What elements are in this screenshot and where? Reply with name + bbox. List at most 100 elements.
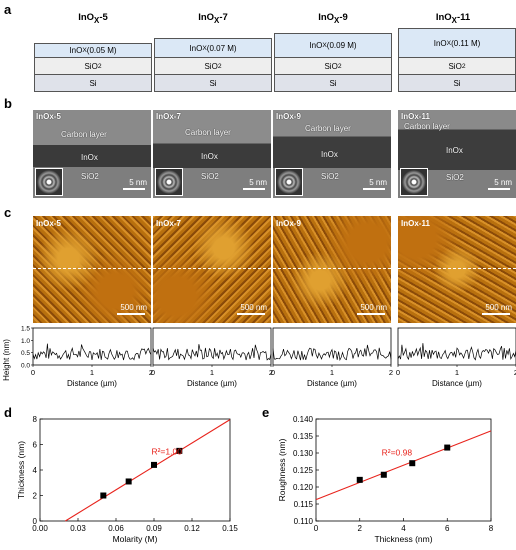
- tem-sio2-label: SiO2: [321, 172, 339, 181]
- scale-bar-label: 5 nm: [249, 178, 267, 187]
- profile-x-axis-label: Distance (µm): [67, 379, 117, 388]
- line-profile-marker: [398, 268, 516, 269]
- profile-x-tick-label: 1: [330, 368, 334, 377]
- tem-image: InOx-9 Carbon layer InOx SiO2 5 nm: [273, 110, 391, 198]
- y-axis-label: Thickness (nm): [16, 441, 26, 499]
- tem-title: InOx-7: [156, 112, 181, 121]
- x-tick-label: 0.15: [222, 524, 238, 533]
- data-point: [444, 444, 451, 451]
- profile-x-tick-label: 2: [389, 368, 393, 377]
- thickness-vs-molarity-chart: 0.00 0.03 0.06 0.09 0.12 0.15 0 2 4 6 8 Molarity (M…: [16, 415, 238, 544]
- scale-bar: [488, 188, 510, 190]
- scale-bar-label: 500 nm: [360, 303, 387, 312]
- profile-x-tick-label: 1: [90, 368, 94, 377]
- tem-inox-label: InOx: [446, 146, 463, 155]
- y-tick-label: 6: [33, 441, 38, 450]
- fft-inset: [275, 168, 303, 196]
- sio2-layer: SiO 2: [274, 57, 392, 74]
- line-profile-marker: [273, 268, 391, 269]
- y-tick-label: 0: [33, 517, 38, 526]
- scale-bar: [363, 188, 385, 190]
- tem-inox-label: InOx: [81, 153, 98, 162]
- roughness-vs-thickness-chart: 0 2 4 6 8 0.110 0.115 0.120 0.125 0.130 0.135 0.140…: [277, 415, 494, 544]
- height-profiles: Height (nm) 0.0 0.5 1.0 1.5 0 1 2 Distance (µm) 0…: [2, 326, 516, 388]
- fft-inset: [400, 168, 428, 196]
- tem-title: InOx-5: [36, 112, 61, 121]
- data-point: [176, 447, 183, 454]
- profile-y-tick-label: 1.5: [21, 326, 30, 333]
- profile-y-axis-label: Height (nm): [2, 339, 11, 381]
- si-layer: Si: [34, 74, 152, 92]
- y-tick-label: 0.110: [294, 517, 314, 526]
- y-tick-label: 0.120: [293, 483, 314, 492]
- panel-label-a: a: [4, 2, 12, 17]
- scale-bar: [243, 188, 265, 190]
- plot-frame: [39, 418, 231, 522]
- layer-stack: InO X (0.07 M) SiO 2 Si: [154, 38, 272, 92]
- y-tick-label: 2: [33, 492, 38, 501]
- scale-bar: [357, 313, 385, 315]
- x-tick-label: 6: [445, 524, 450, 533]
- afm-image: InOx-11 500 nm: [398, 216, 516, 323]
- data-point: [356, 476, 363, 483]
- profile-x-tick-label: 2: [149, 368, 153, 377]
- layer-stack: InO X (0.09 M) SiO 2 Si: [274, 33, 392, 92]
- tem-inox-label: InOx: [201, 152, 218, 161]
- tem-carbon-label: Carbon layer: [185, 128, 231, 137]
- profile-x-axis-label: Distance (µm): [187, 379, 237, 388]
- sample-title: InOX-11: [435, 12, 471, 25]
- afm-title: InOx-5: [36, 219, 61, 228]
- y-tick-label: 0.135: [293, 432, 314, 441]
- afm-title: InOx-9: [276, 219, 301, 228]
- sio2-layer: SiO 2: [398, 57, 516, 74]
- x-tick-label: 0.06: [108, 524, 124, 533]
- x-tick-label: 0.12: [184, 524, 200, 533]
- scale-bar-label: 5 nm: [369, 178, 387, 187]
- scale-bar: [117, 313, 145, 315]
- scale-bar: [482, 313, 510, 315]
- y-tick-label: 8: [33, 415, 38, 424]
- x-axis-label: Thickness (nm): [374, 534, 432, 544]
- height-profile-line: [397, 343, 516, 361]
- panel-label-d: d: [4, 405, 12, 420]
- profile-frame: [272, 327, 392, 366]
- inox-layer: InO X (0.07 M): [154, 38, 272, 57]
- layer-stack: InO X (0.05 M) SiO 2 Si: [34, 43, 152, 92]
- r-squared-annotation: R²=1.00: [151, 447, 182, 457]
- profile-frame: [152, 327, 272, 366]
- scale-bar-label: 5 nm: [494, 178, 512, 187]
- sio2-layer: SiO 2: [34, 57, 152, 74]
- x-tick-label: 0.09: [146, 524, 162, 533]
- data-point: [100, 492, 107, 499]
- linear-fit-line: [315, 430, 492, 501]
- profile-x-tick-label: 0: [31, 368, 35, 377]
- y-axis-label: Roughness (nm): [277, 438, 287, 501]
- profile-x-tick-label: 2: [514, 368, 516, 377]
- tem-image: InOx-7 Carbon layer InOx SiO2 5 nm: [153, 110, 271, 198]
- tem-sio2-label: SiO2: [201, 172, 219, 181]
- scale-bar: [237, 313, 265, 315]
- height-profile-line: [272, 344, 392, 362]
- afm-image: InOx-7 500 nm: [153, 216, 271, 323]
- scale-bar-label: 500 nm: [120, 303, 147, 312]
- si-layer: Si: [398, 74, 516, 92]
- inox-layer: InO X (0.09 M): [274, 33, 392, 57]
- tem-inox-label: InOx: [321, 150, 338, 159]
- inox-layer: InO X (0.05 M): [34, 43, 152, 57]
- x-tick-label: 0.03: [70, 524, 86, 533]
- si-layer: Si: [154, 74, 272, 92]
- scale-bar: [123, 188, 145, 190]
- panel-label-c: c: [4, 205, 12, 220]
- tem-title: InOx-9: [276, 112, 301, 121]
- profile-x-tick-label: 1: [455, 368, 459, 377]
- x-tick-label: 0.00: [32, 524, 48, 533]
- profile-y-tick-label: 0.0: [21, 363, 30, 370]
- line-profile-marker: [153, 268, 271, 269]
- x-tick-label: 8: [489, 524, 494, 533]
- data-point: [409, 460, 416, 467]
- tem-sio2-label: SiO2: [81, 172, 99, 181]
- afm-title: InOx-7: [156, 219, 181, 228]
- sample-title: InOX-7: [198, 12, 228, 25]
- fft-inset: [35, 168, 63, 196]
- r-squared-annotation: R²=0.98: [382, 448, 413, 458]
